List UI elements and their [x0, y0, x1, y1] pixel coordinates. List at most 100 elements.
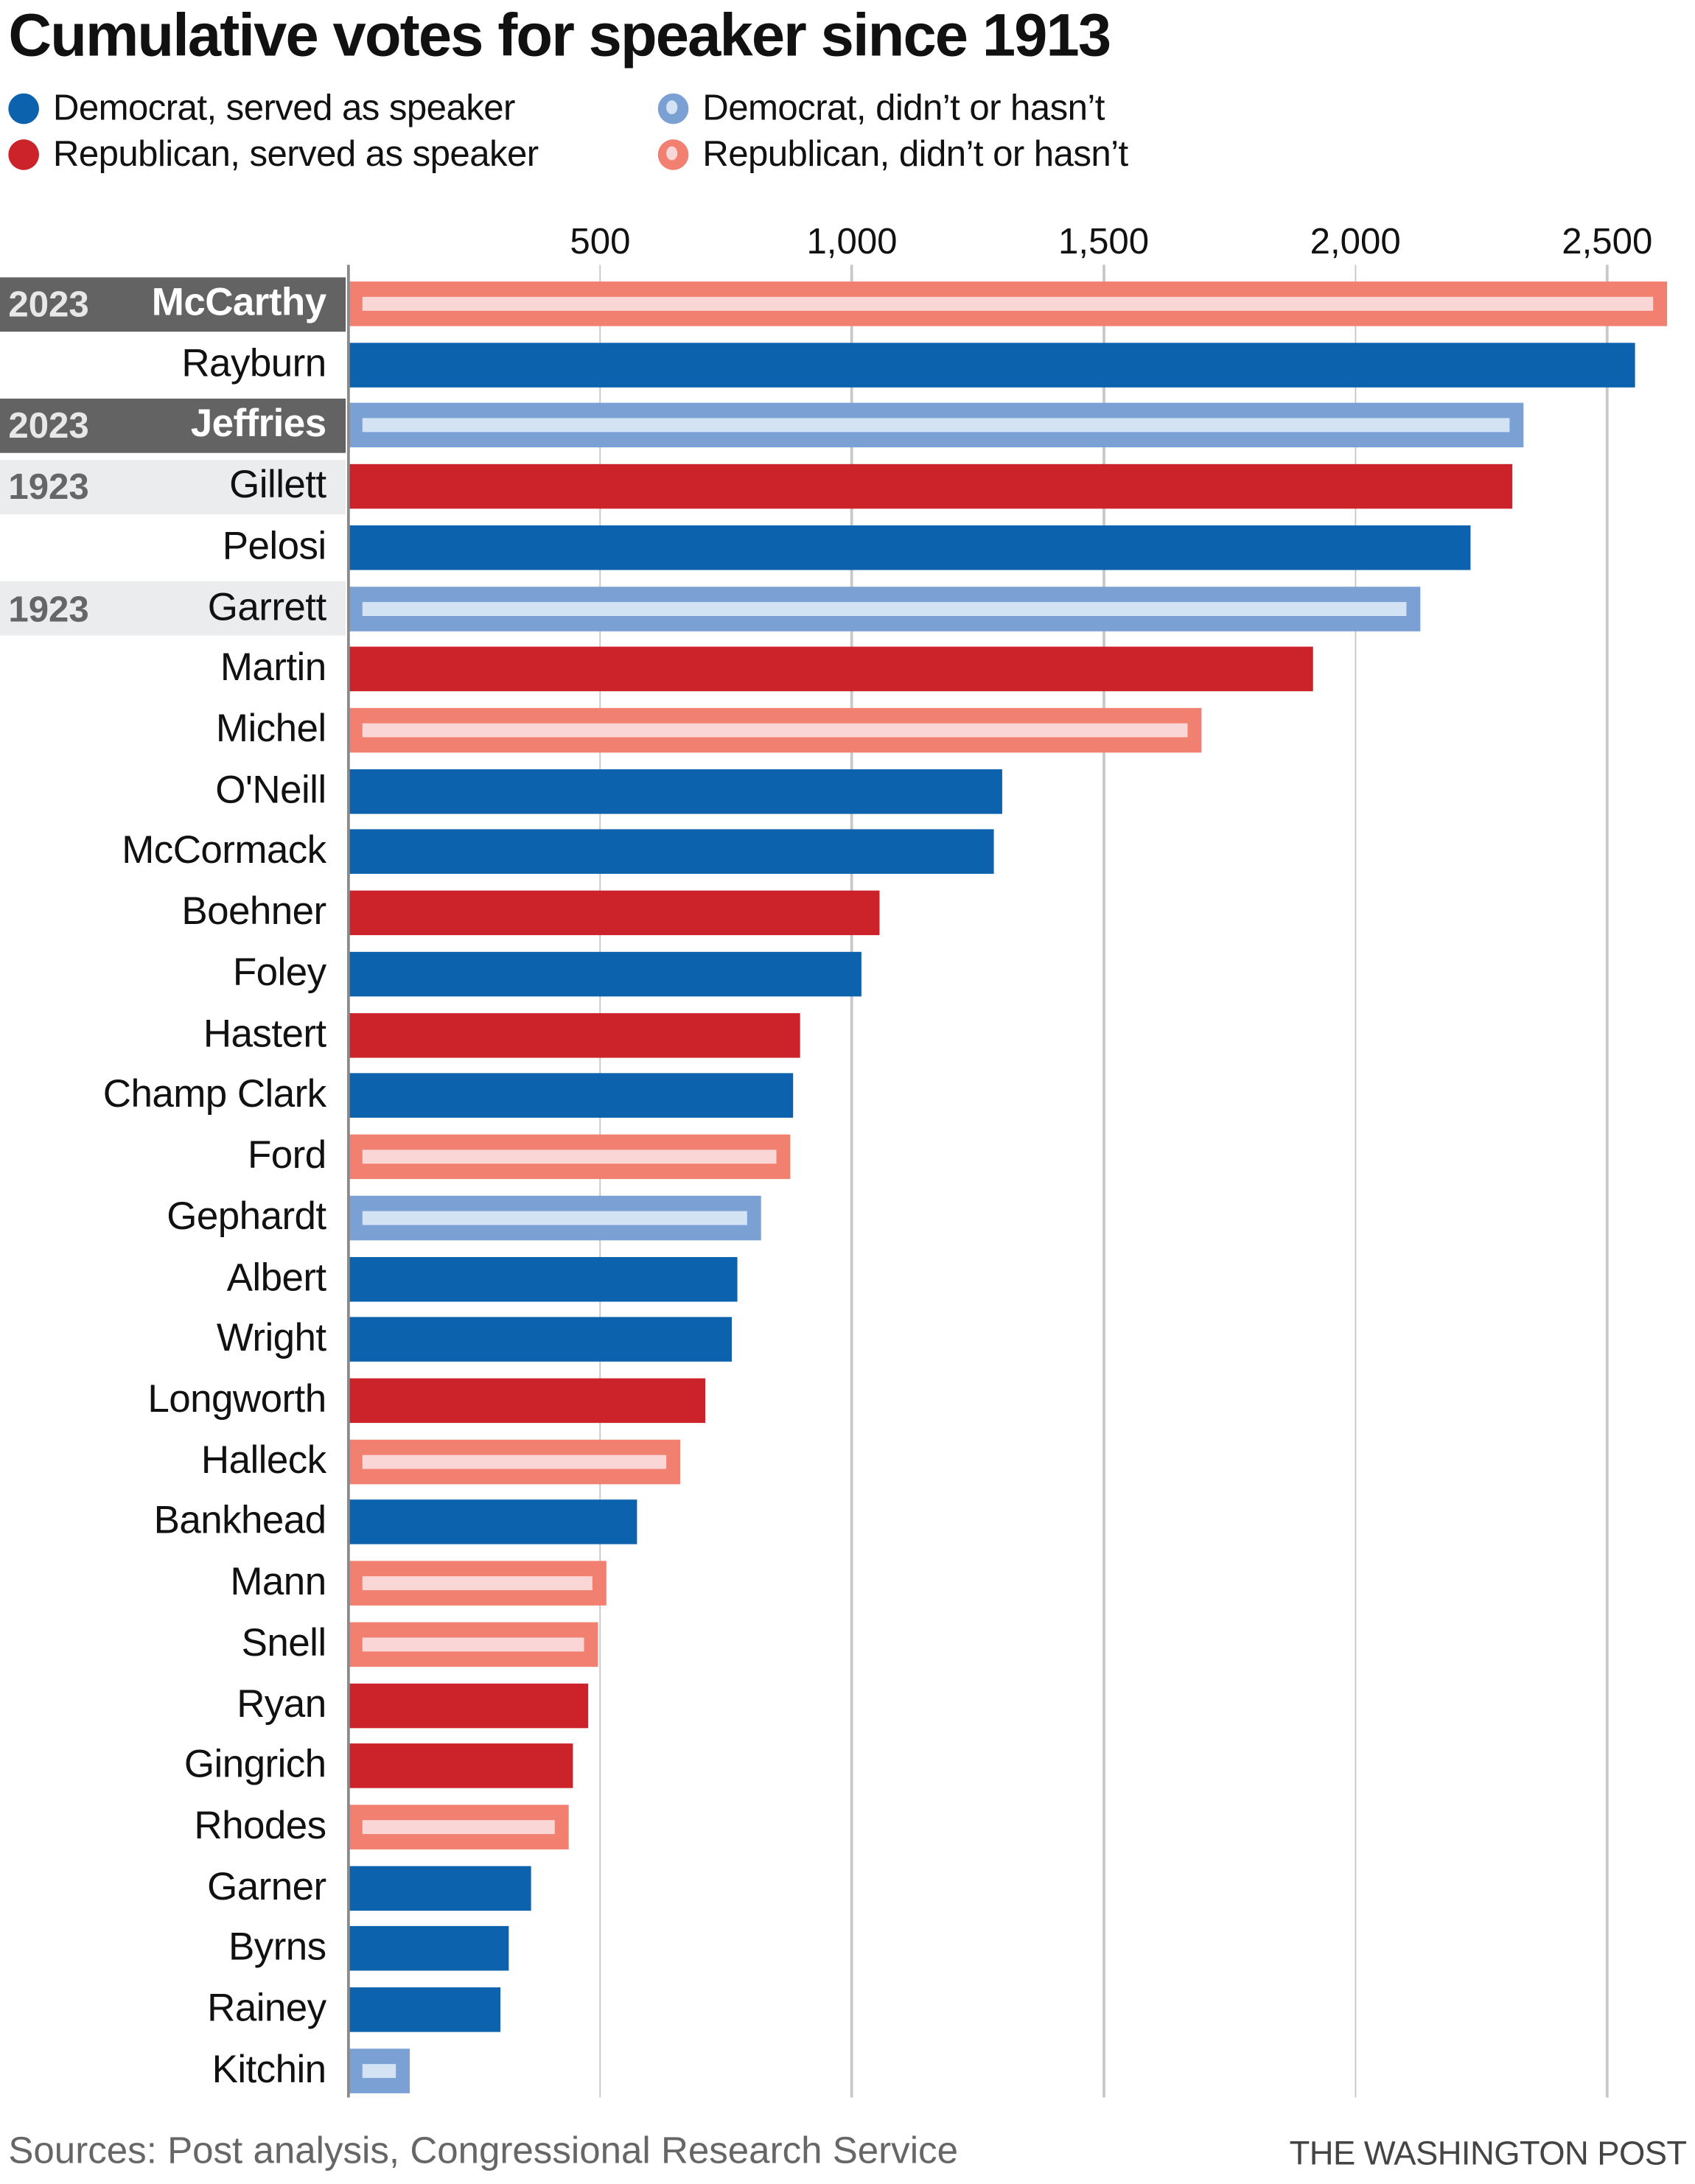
bar-michel: [348, 707, 1202, 753]
gridline: [599, 265, 601, 2098]
gridline: [1102, 265, 1105, 2098]
source-note: Sources: Post analysis, Congressional Re…: [8, 2129, 959, 2171]
legend-item-rep_not: Republican, didn’t or hasn’t: [657, 132, 1128, 176]
bar-label: Michel: [215, 706, 326, 750]
bar-label: Halleck: [200, 1438, 326, 1481]
bar-inner-stripe: [362, 1211, 748, 1225]
highlight-band: [0, 459, 346, 514]
bar-bankhead: [348, 1499, 637, 1545]
bar-gingrich: [348, 1743, 573, 1789]
bar-label: Ryan: [237, 1681, 326, 1725]
bar-rhodes: [348, 1805, 570, 1849]
bar-inner-stripe: [362, 601, 1408, 616]
bar-label: Rayburn: [181, 340, 326, 385]
highlight-band: [0, 581, 346, 636]
x-tick-label: 2,000: [1310, 220, 1401, 262]
bar-byrns: [348, 1926, 509, 1972]
bar-hastert: [348, 1012, 801, 1057]
legend-label: Democrat, served as speaker: [52, 86, 516, 129]
bar-garrett: [348, 586, 1421, 631]
legend-swatch: [8, 139, 39, 169]
bar-snell: [348, 1622, 598, 1667]
bar-label: Garrett: [207, 584, 326, 629]
bar-label: Longworth: [147, 1376, 326, 1421]
bar-inner-stripe: [362, 2063, 396, 2078]
legend-label: Democrat, didn’t or hasn’t: [702, 86, 1105, 129]
bar-pelosi: [348, 525, 1472, 570]
bar-inner-stripe: [362, 1637, 584, 1651]
legend-item-dem_served: Democrat, served as speaker: [8, 86, 515, 130]
bar-label: Foley: [232, 950, 326, 994]
bar-label: Kitchin: [212, 2047, 327, 2090]
bar-rainey: [348, 1987, 501, 2032]
bar-gillett: [348, 464, 1514, 509]
bar-label: Rainey: [207, 1986, 326, 2030]
gridline: [850, 265, 853, 2098]
bar-ryan: [348, 1682, 589, 1728]
bar-jeffries: [348, 403, 1525, 448]
bar-kitchin: [348, 2048, 410, 2093]
bar-inner-stripe: [362, 1149, 777, 1164]
gridline: [1354, 265, 1357, 2098]
bar-wright: [348, 1317, 733, 1362]
bar-martin: [348, 647, 1314, 692]
year-label: 1923: [8, 587, 89, 630]
bar-inner-stripe: [362, 1576, 593, 1591]
bar-o-neill: [348, 769, 1003, 814]
legend-swatch: [657, 92, 689, 124]
bar-label: O'Neill: [215, 767, 326, 811]
y-axis-line: [346, 265, 350, 2098]
bar-label: Gingrich: [184, 1742, 326, 1786]
x-tick-label: 500: [570, 220, 631, 262]
bar-champ-clark: [348, 1074, 794, 1119]
bar-inner-stripe: [362, 1455, 667, 1469]
highlight-band: [0, 276, 346, 332]
bar-label: Martin: [220, 645, 326, 689]
bar-inner-stripe: [362, 419, 1511, 433]
bar-label: Bankhead: [153, 1498, 327, 1542]
legend-item-rep_served: Republican, served as speaker: [8, 132, 539, 176]
bar-label: McCormack: [122, 828, 326, 872]
highlight-band: [0, 398, 346, 453]
bar-label: Garner: [207, 1864, 326, 1908]
gridline: [1606, 265, 1609, 2098]
bar-label: Snell: [241, 1620, 326, 1665]
bar-label: McCarthy: [151, 280, 326, 323]
bar-inner-stripe: [362, 723, 1188, 738]
legend-item-dem_not: Democrat, didn’t or hasn’t: [657, 86, 1105, 130]
bar-label: Gillett: [229, 463, 326, 506]
bar-label: Wright: [216, 1315, 326, 1359]
x-tick-label: 1,000: [806, 220, 898, 262]
bar-label: Albert: [226, 1255, 327, 1298]
bar-label: Boehner: [181, 889, 326, 933]
bar-gephardt: [348, 1195, 762, 1240]
bar-label: Champ Clark: [102, 1072, 326, 1116]
year-label: 2023: [8, 405, 89, 447]
bar-longworth: [348, 1378, 706, 1424]
bar-garner: [348, 1866, 531, 1911]
bar-label: Mann: [230, 1559, 326, 1603]
bar-inner-stripe: [362, 296, 1653, 311]
bar-mccarthy: [348, 281, 1667, 326]
bar-halleck: [348, 1439, 681, 1484]
bar-label: Gephardt: [167, 1194, 326, 1238]
publisher-credit: THE WASHINGTON POST: [1289, 2135, 1688, 2173]
bar-inner-stripe: [362, 1820, 556, 1835]
year-label: 2023: [8, 282, 89, 325]
bar-foley: [348, 951, 862, 997]
bar-label: Jeffries: [190, 402, 326, 446]
bar-label: Hastert: [203, 1011, 326, 1055]
legend-swatch: [657, 139, 689, 169]
legend-label: Republican, served as speaker: [52, 132, 539, 175]
bar-boehner: [348, 890, 880, 936]
year-label: 1923: [8, 466, 89, 508]
legend-label: Republican, didn’t or hasn’t: [702, 132, 1128, 175]
x-tick-label: 1,500: [1058, 220, 1150, 262]
bar-rayburn: [348, 342, 1635, 388]
bar-mccormack: [348, 830, 995, 875]
bar-albert: [348, 1256, 738, 1301]
bar-label: Rhodes: [194, 1803, 326, 1847]
bar-label: Byrns: [228, 1925, 326, 1969]
legend-swatch: [8, 92, 39, 124]
